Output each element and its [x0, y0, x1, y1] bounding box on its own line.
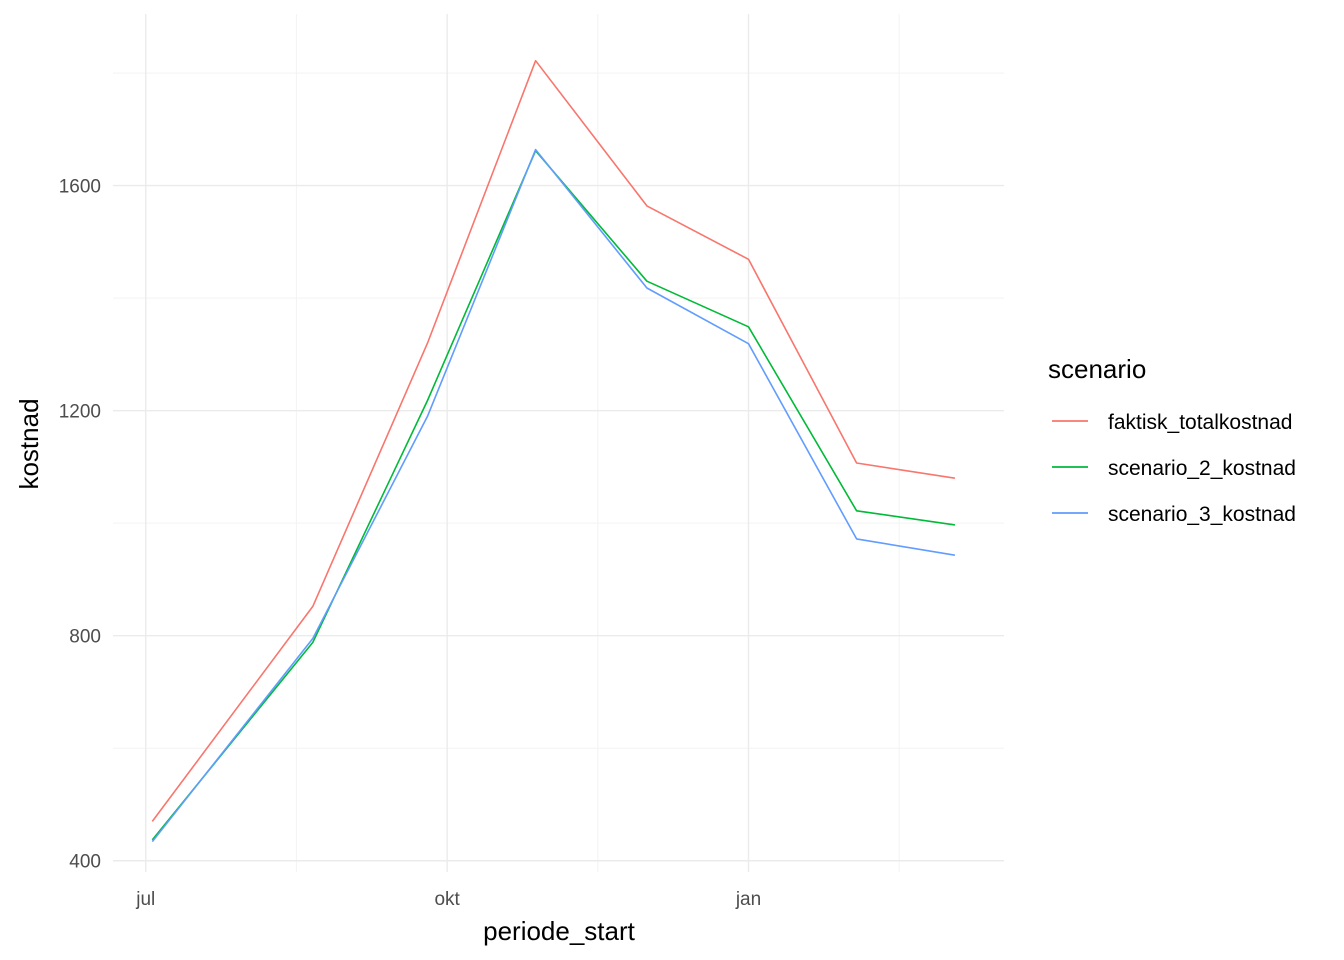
y-tick-label: 800 — [69, 627, 101, 648]
x-tick-label: okt — [434, 889, 460, 910]
grid — [113, 14, 1004, 872]
legend-label: scenario_2_kostnad — [1108, 457, 1296, 480]
y-tick-label: 1200 — [59, 402, 101, 423]
series-layer — [151, 59, 956, 843]
x-axis: jul okt jan — [135, 889, 761, 910]
y-axis: 400 800 1200 1600 — [59, 177, 101, 873]
y-axis-title: kostnad — [14, 398, 44, 489]
x-tick-label: jul — [135, 889, 155, 910]
y-tick-label: 400 — [69, 852, 101, 873]
y-tick-label: 1600 — [59, 177, 101, 198]
legend-title: scenario — [1048, 354, 1146, 384]
legend-label: scenario_3_kostnad — [1108, 503, 1296, 526]
series-line-scenario_2_kostnad — [151, 149, 956, 841]
legend: scenario faktisk_totalkostnad scenario_2_… — [1048, 354, 1296, 526]
x-axis-title: periode_start — [483, 916, 636, 946]
legend-items: faktisk_totalkostnad scenario_2_kostnadsc… — [1052, 411, 1296, 526]
series-line-scenario_3_kostnad — [151, 148, 956, 843]
x-tick-label: jan — [735, 889, 761, 910]
series-line-faktisk_totalkostnad — [151, 59, 956, 822]
legend-label: faktisk_totalkostnad — [1108, 411, 1292, 434]
